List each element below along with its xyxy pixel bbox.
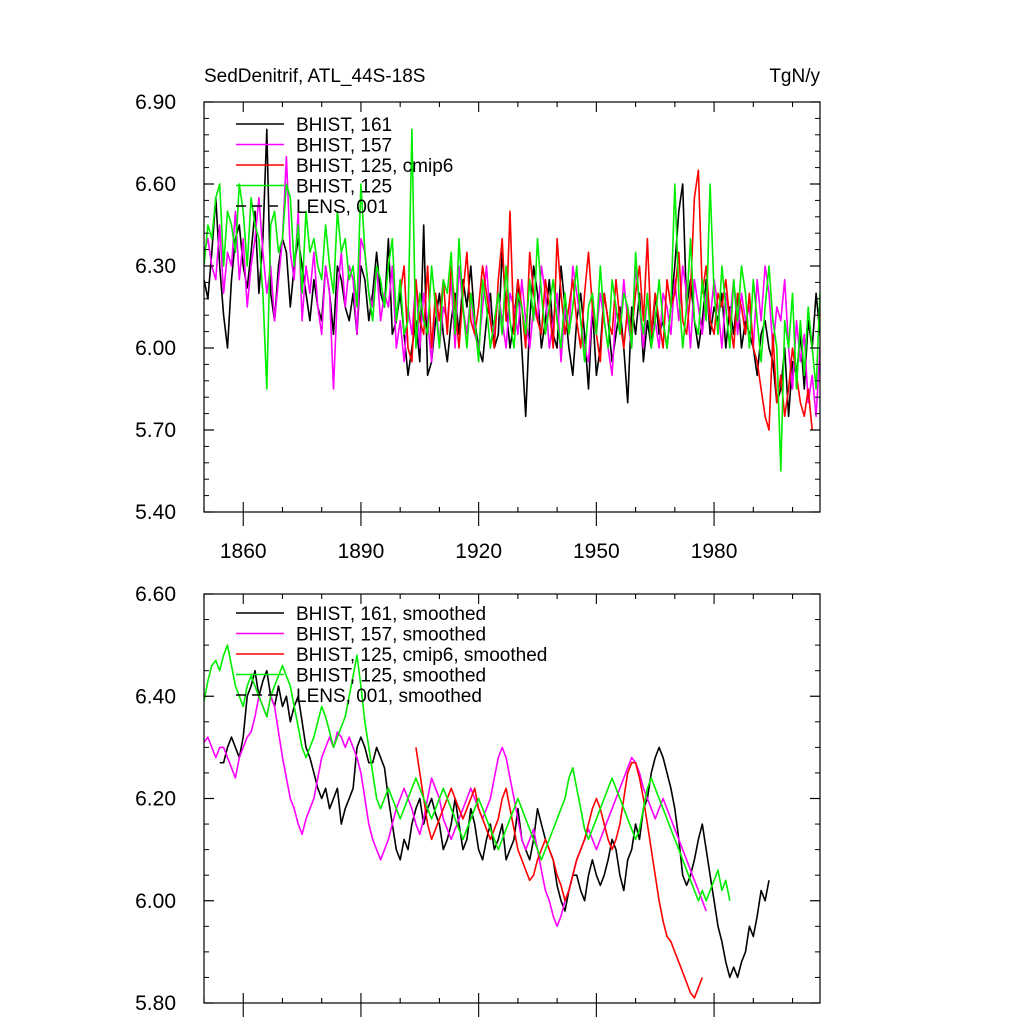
series-line-0 — [219, 669, 770, 979]
series-line-2 — [415, 747, 704, 999]
legend-label: BHIST, 161 — [296, 115, 392, 136]
legend-label: BHIST, 125, smoothed — [296, 666, 486, 687]
x-tick-label: 1890 — [338, 540, 385, 563]
y-tick-label: 5.80 — [135, 992, 176, 1015]
y-tick-label: 5.40 — [135, 501, 176, 524]
y-tick-label: 6.20 — [135, 788, 176, 811]
series-line-2 — [399, 169, 813, 431]
bottom-chart: 6.60 6.40 6.20 6.00 5.80 BHIST, 161, smoothed… — [135, 583, 821, 1017]
series-line-3 — [204, 128, 820, 472]
y-tick-label: 6.60 — [135, 583, 176, 606]
legend-label: LENS, 001 — [296, 197, 388, 218]
y-tick-label: 6.00 — [135, 890, 176, 913]
x-tick-label: 1950 — [573, 540, 620, 563]
legend-label: BHIST, 125, cmip6 — [296, 156, 453, 177]
x-tick-label: 1980 — [691, 540, 738, 563]
y-tick-label: 6.60 — [135, 173, 176, 196]
y-tick-label: 5.70 — [135, 419, 176, 442]
plot-frame — [203, 101, 821, 513]
legend-label: BHIST, 125 — [296, 177, 392, 198]
x-tick-label: 1920 — [455, 540, 502, 563]
legend-label: BHIST, 125, cmip6, smoothed — [296, 645, 547, 666]
legend-label: BHIST, 161, smoothed — [296, 604, 486, 625]
y-tick-label: 6.30 — [135, 255, 176, 278]
series-line-3 — [204, 644, 731, 902]
legend-label: BHIST, 157 — [296, 136, 392, 157]
top-chart-units: TgN/y — [769, 66, 820, 87]
top-chart-title: SedDenitrif, ATL_44S-18S — [204, 66, 425, 87]
top-chart: 6.90 6.60 6.30 6.00 5.70 5.40 1860 1890 1920 1950… — [135, 91, 821, 563]
y-tick-label: 6.00 — [135, 337, 176, 360]
y-tick-label: 6.40 — [135, 685, 176, 708]
y-tick-label: 6.90 — [135, 91, 176, 114]
legend-label: BHIST, 157, smoothed — [296, 625, 486, 646]
x-tick-label: 1860 — [220, 540, 267, 563]
legend-label: LENS, 001, smoothed — [296, 686, 482, 707]
series-line-1 — [204, 695, 707, 928]
